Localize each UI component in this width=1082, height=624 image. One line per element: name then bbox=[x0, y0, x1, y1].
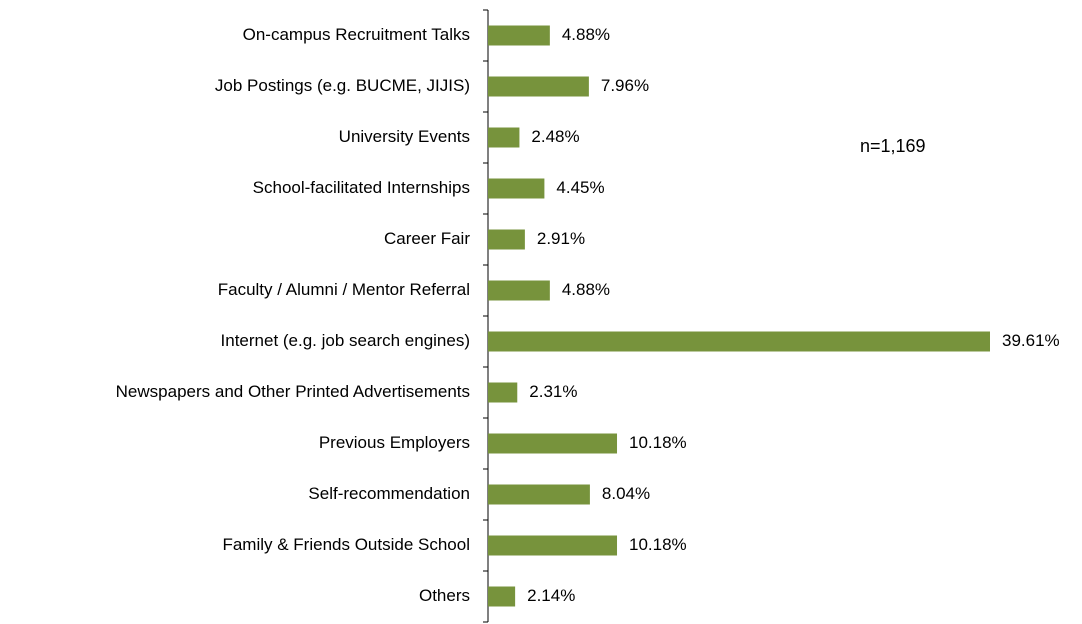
bar bbox=[488, 76, 589, 97]
data-label: 4.45% bbox=[556, 178, 604, 197]
bar bbox=[488, 229, 525, 250]
bar bbox=[488, 382, 518, 403]
y-tick-label: Family & Friends Outside School bbox=[222, 535, 470, 554]
data-label: 2.14% bbox=[527, 586, 575, 605]
bar bbox=[488, 331, 990, 352]
bar bbox=[488, 484, 590, 505]
y-tick-label: Career Fair bbox=[384, 229, 470, 248]
y-tick-label: Self-recommendation bbox=[308, 484, 470, 503]
data-label: 2.48% bbox=[531, 127, 579, 146]
bar bbox=[488, 280, 550, 301]
bar bbox=[488, 433, 618, 454]
y-tick-label: School-facilitated Internships bbox=[253, 178, 470, 197]
data-label: 10.18% bbox=[629, 433, 687, 452]
data-label: 10.18% bbox=[629, 535, 687, 554]
data-label: 2.91% bbox=[537, 229, 585, 248]
data-label: 4.88% bbox=[562, 280, 610, 299]
bar bbox=[488, 535, 618, 556]
bar bbox=[488, 178, 545, 199]
data-label: 39.61% bbox=[1002, 331, 1060, 350]
data-label: 8.04% bbox=[602, 484, 650, 503]
y-tick-label: University Events bbox=[339, 127, 470, 146]
data-label: 7.96% bbox=[601, 76, 649, 95]
y-tick-label: On-campus Recruitment Talks bbox=[243, 25, 470, 44]
data-label: 4.88% bbox=[562, 25, 610, 44]
y-tick-label: Others bbox=[419, 586, 470, 605]
bar bbox=[488, 127, 520, 148]
annotation: n=1,169 bbox=[860, 136, 926, 156]
y-tick-label: Job Postings (e.g. BUCME, JIJIS) bbox=[215, 76, 470, 95]
bar bbox=[488, 586, 516, 607]
y-tick-label: Previous Employers bbox=[319, 433, 470, 452]
y-tick-label: Newspapers and Other Printed Advertiseme… bbox=[116, 382, 470, 401]
y-tick-label: Faculty / Alumni / Mentor Referral bbox=[218, 280, 470, 299]
bar bbox=[488, 25, 550, 46]
data-label: 2.31% bbox=[529, 382, 577, 401]
y-tick-label: Internet (e.g. job search engines) bbox=[221, 331, 470, 350]
